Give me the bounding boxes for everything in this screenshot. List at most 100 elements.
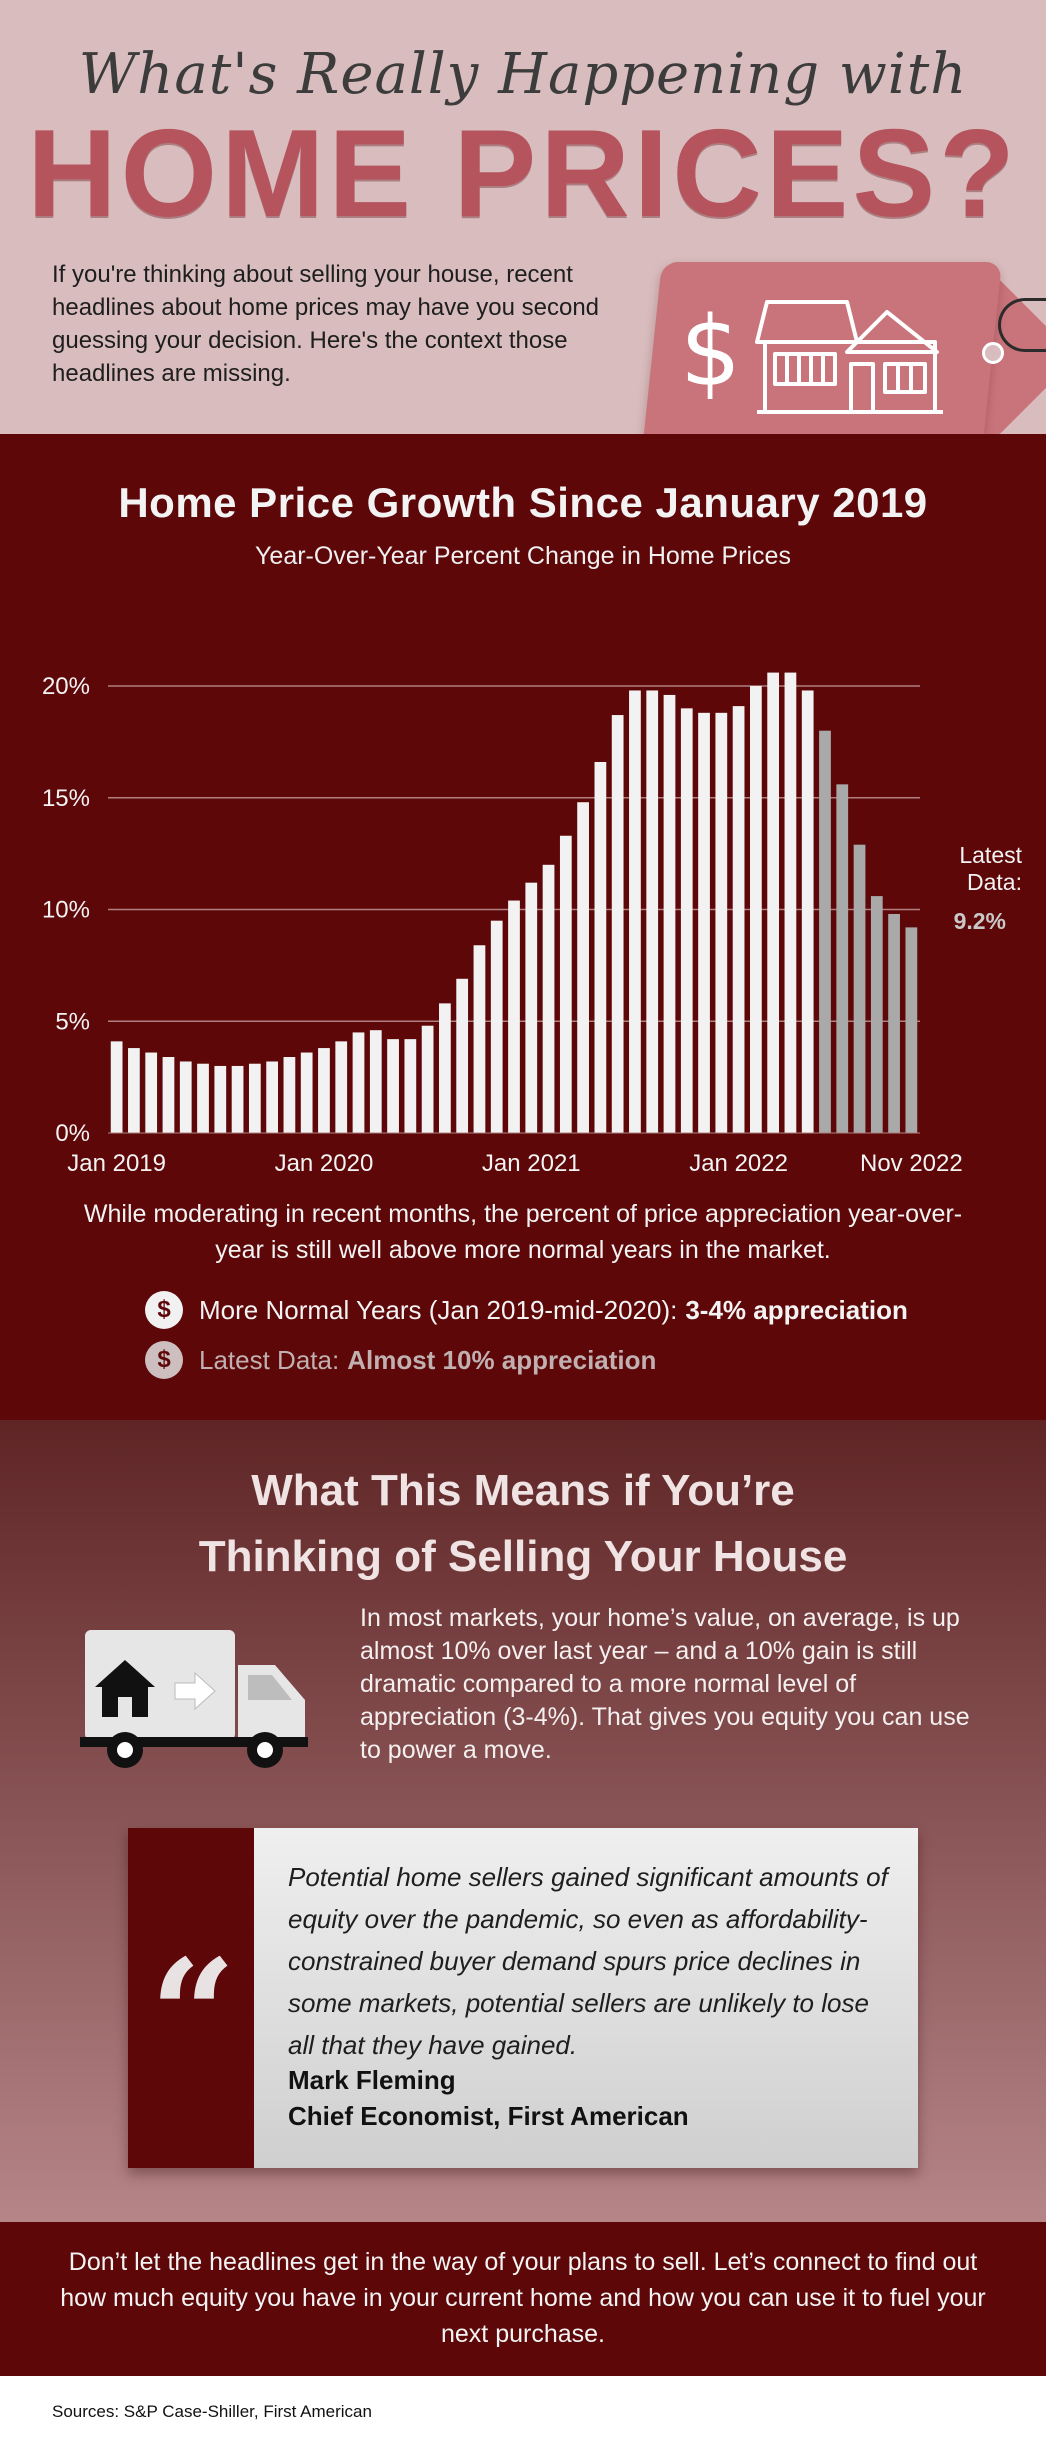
dollar-coin-icon: $ (145, 1341, 183, 1379)
selling-title-line2: Thinking of Selling Your House (198, 1532, 848, 1581)
bar (197, 1063, 209, 1133)
chart-note: While moderating in recent months, the p… (83, 1200, 963, 1264)
quote-author: Mark Fleming Chief Economist, First Amer… (288, 2062, 689, 2134)
chart-subtitle: Year-Over-Year Percent Change in Home Pr… (255, 542, 791, 570)
bar (542, 864, 555, 1133)
bar (128, 1048, 140, 1133)
bullet-latest-bold: Almost 10% appreciation (347, 1344, 657, 1375)
bar (508, 900, 520, 1133)
bar (369, 1030, 382, 1133)
y-tick-label: 0% (55, 1120, 90, 1147)
bar (663, 694, 676, 1133)
bar (629, 690, 641, 1133)
bar (456, 978, 469, 1133)
x-tick-label: Jan 2020 (275, 1150, 374, 1177)
bar (248, 1063, 261, 1133)
latest-label-line2: Data: (967, 869, 1022, 895)
sources: Sources: S&P Case-Shiller, First America… (52, 2402, 372, 2421)
bar (387, 1039, 399, 1133)
selling-text: In most markets, your home’s value, on a… (360, 1604, 970, 1764)
bar (801, 690, 814, 1133)
bar (646, 690, 659, 1133)
bar (266, 1061, 279, 1133)
y-tick-label: 5% (55, 1008, 90, 1035)
author-title: Chief Economist, First American (288, 2101, 689, 2131)
author-name: Mark Fleming (288, 2065, 456, 2095)
moving-truck-icon (80, 1630, 308, 1768)
quote-side-panel: “ (128, 1828, 254, 2168)
x-tick-label: Jan 2022 (689, 1150, 788, 1177)
bar (300, 1052, 313, 1133)
bar (525, 882, 538, 1133)
bar (715, 712, 728, 1133)
quote-box: “ Potential home sellers gained signific… (128, 1828, 918, 2168)
chart-section: Home Price Growth Since January 2019 Yea… (0, 434, 1046, 1420)
bar (231, 1065, 244, 1133)
bar-chart: 0% 5% 10% 15% 20% Jan 2019 Jan 2020 Jan 2021 Jan… (42, 672, 963, 1177)
bar (490, 920, 503, 1133)
bar (214, 1065, 227, 1133)
bar (819, 730, 831, 1133)
tag-string (998, 298, 1046, 352)
bar (421, 1025, 434, 1133)
bar (784, 672, 797, 1133)
cta-text: Don’t let the headlines get in the way o… (60, 2248, 986, 2348)
y-tick-label: 10% (42, 897, 90, 924)
x-tick-label: Jan 2021 (482, 1150, 581, 1177)
y-tick-label: 15% (42, 785, 90, 812)
bar (749, 686, 762, 1133)
quote-mark-icon: “ (149, 1927, 237, 2103)
selling-section: What This Means if You’re Thinking of Se… (0, 1420, 1046, 2222)
bullet-normal-bold: 3-4% appreciation (685, 1294, 908, 1325)
bar (559, 835, 572, 1133)
latest-data-label: Latest Data: (922, 842, 1022, 896)
bar (594, 761, 607, 1133)
bar (145, 1052, 158, 1133)
bullet-latest-prefix: Latest Data: (199, 1344, 340, 1375)
title-top: What's Really Happening with (78, 42, 968, 107)
bar (335, 1041, 348, 1133)
bar (352, 1032, 365, 1133)
dollar-icon: $ (680, 296, 742, 408)
quote-text: Potential home sellers gained significan… (288, 1862, 888, 2060)
bar (680, 708, 693, 1133)
bar (318, 1048, 330, 1133)
bar (439, 1003, 451, 1133)
bar (767, 672, 780, 1133)
bar (853, 844, 866, 1133)
dollar-coin-icon: $ (145, 1291, 183, 1329)
bullet-latest-data: $ Latest Data: Almost 10% appreciation (145, 1340, 656, 1380)
chart-title: Home Price Growth Since January 2019 (118, 479, 928, 526)
x-tick-label: Nov 2022 (860, 1150, 963, 1177)
header-section: What's Really Happening with HOME PRICES… (0, 0, 1046, 452)
selling-title-line1: What This Means if You’re (251, 1466, 795, 1515)
bar (404, 1039, 417, 1133)
house-icon (755, 300, 943, 414)
bar (870, 896, 883, 1133)
bar (836, 784, 849, 1133)
quote-panel (254, 1828, 918, 2168)
bullet-normal-years: $ More Normal Years (Jan 2019-mid-2020):… (145, 1290, 908, 1330)
bar (611, 715, 624, 1133)
x-tick-label: Jan 2019 (67, 1150, 166, 1177)
bar (179, 1061, 192, 1133)
bullet-normal-prefix: More Normal Years (Jan 2019-mid-2020): (199, 1294, 678, 1325)
bar (283, 1057, 296, 1133)
bar (732, 706, 745, 1133)
selling-title: What This Means if You’re Thinking of Se… (0, 1458, 1046, 1590)
intro-text: If you're thinking about selling your ho… (52, 261, 600, 387)
bar (577, 802, 589, 1133)
y-tick-label: 20% (42, 673, 90, 700)
bar (162, 1057, 175, 1133)
bar (888, 913, 900, 1133)
bar (473, 945, 486, 1133)
price-tag-icon: $ (642, 262, 1046, 452)
tag-hole (982, 342, 1004, 364)
latest-data-value: 9.2% (953, 908, 1006, 934)
cta-section: Don’t let the headlines get in the way o… (0, 2222, 1046, 2376)
bar (110, 1041, 123, 1133)
bar (698, 712, 710, 1133)
bar (905, 927, 918, 1133)
latest-label-line1: Latest (959, 842, 1022, 868)
title-main: HOME PRICES? (27, 105, 1019, 243)
